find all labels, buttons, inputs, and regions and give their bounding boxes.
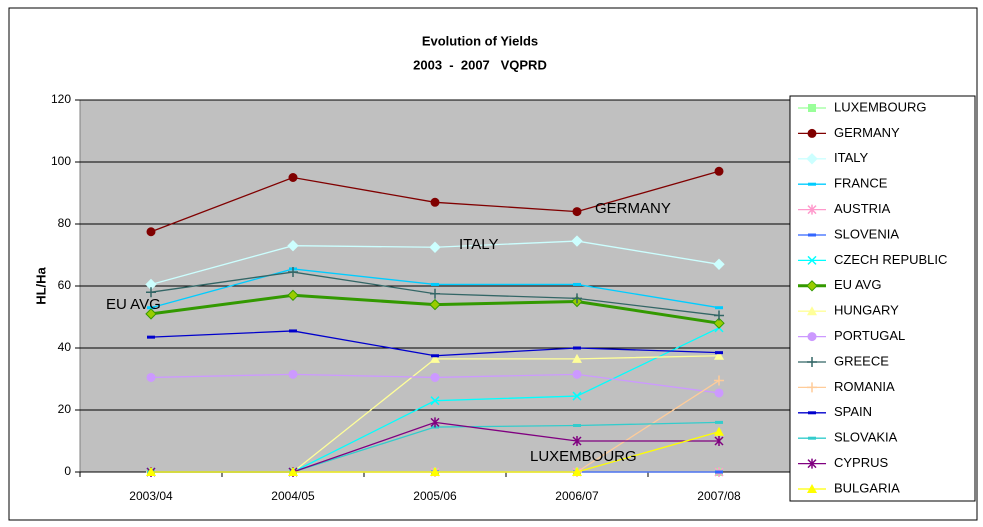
legend-marker <box>807 332 817 342</box>
data-point <box>429 298 441 311</box>
data-point <box>714 426 724 436</box>
data-point <box>430 467 440 476</box>
legend-label: FRANCE <box>834 176 888 191</box>
legend-label: PORTUGAL <box>834 328 905 343</box>
legend-marker <box>807 128 817 138</box>
y-tick-label: 80 <box>58 216 72 230</box>
data-point <box>572 353 582 363</box>
data-point <box>714 350 724 360</box>
legend-label: GREECE <box>834 353 889 368</box>
data-point <box>288 173 298 182</box>
data-point <box>572 369 582 379</box>
data-point <box>713 317 725 329</box>
legend-marker <box>807 255 817 265</box>
y-tick-label: 0 <box>64 464 71 478</box>
chart-title: Evolution of Yields <box>422 33 538 48</box>
data-point <box>714 388 724 398</box>
data-point <box>287 289 299 302</box>
data-point <box>430 197 440 207</box>
data-point <box>714 375 724 386</box>
data-point <box>572 207 582 217</box>
data-point <box>145 308 157 320</box>
series-group <box>145 166 725 477</box>
data-point <box>146 467 156 476</box>
legend-label: AUSTRIA <box>834 201 891 216</box>
x-tick-label: 2006/07 <box>555 489 599 503</box>
legend-marker <box>807 306 817 316</box>
legend-marker <box>807 204 817 215</box>
x-tick-label: 2004/05 <box>271 489 315 503</box>
legend-marker <box>807 458 817 469</box>
y-tick-label: 20 <box>58 402 72 416</box>
legend-marker <box>807 382 817 393</box>
y-axis-label: HL/Ha <box>33 266 48 304</box>
y-tick-label: 60 <box>58 278 72 292</box>
data-point <box>430 417 440 428</box>
data-point <box>430 372 440 382</box>
annotation: GERMANY <box>595 200 671 217</box>
x-tick-label: 2003/04 <box>129 489 173 503</box>
legend-label: BULGARIA <box>834 480 900 495</box>
legend-label: SLOVENIA <box>834 226 899 241</box>
data-point <box>429 241 441 253</box>
legend-label: EU AVG <box>834 277 881 292</box>
x-tick-label: 2007/08 <box>697 489 741 503</box>
data-point <box>430 396 440 406</box>
data-point <box>714 436 724 446</box>
data-point <box>430 353 440 363</box>
data-point <box>146 287 156 298</box>
data-point <box>571 235 583 247</box>
legend-label: CYPRUS <box>834 455 889 470</box>
legend-marker <box>806 153 818 165</box>
data-point <box>572 391 582 401</box>
data-point <box>430 288 440 299</box>
data-point <box>713 258 725 271</box>
data-point <box>572 467 582 476</box>
data-point <box>146 372 156 382</box>
y-tick-label: 40 <box>58 340 72 354</box>
annotation: EU AVG <box>106 296 161 313</box>
legend-label: SPAIN <box>834 404 872 419</box>
data-point <box>146 227 156 237</box>
legend <box>789 95 976 502</box>
legend-label: GERMANY <box>834 125 900 140</box>
legend-label: CZECH REPUBLIC <box>834 252 947 267</box>
data-point <box>714 166 724 176</box>
legend-marker <box>806 280 818 292</box>
data-point <box>288 467 298 476</box>
chart-subtitle: 2003 - 2007 VQPRD <box>413 57 547 72</box>
data-point <box>714 310 724 321</box>
legend-marker <box>807 484 817 493</box>
legend-label: ROMANIA <box>834 379 895 394</box>
legend-marker <box>807 357 817 367</box>
legend-label: SLOVAKIA <box>834 430 898 445</box>
legend-marker <box>808 104 816 112</box>
annotation: ITALY <box>459 236 498 253</box>
data-point <box>572 436 582 446</box>
x-tick-label: 2005/06 <box>413 489 457 503</box>
legend-label: LUXEMBOURG <box>834 99 926 114</box>
annotation: LUXEMBOURG <box>530 448 637 465</box>
data-point <box>572 293 582 304</box>
data-point <box>288 369 298 379</box>
legend-label: ITALY <box>834 150 869 165</box>
y-tick-label: 100 <box>51 154 71 168</box>
legend-label: HUNGARY <box>834 303 899 318</box>
y-tick-label: 120 <box>51 92 71 106</box>
data-point <box>287 239 299 252</box>
legend-items: LUXEMBOURG GERMANY ITALY FRANCE AUSTRIA SLOVE… <box>798 99 947 495</box>
data-point <box>288 267 298 278</box>
